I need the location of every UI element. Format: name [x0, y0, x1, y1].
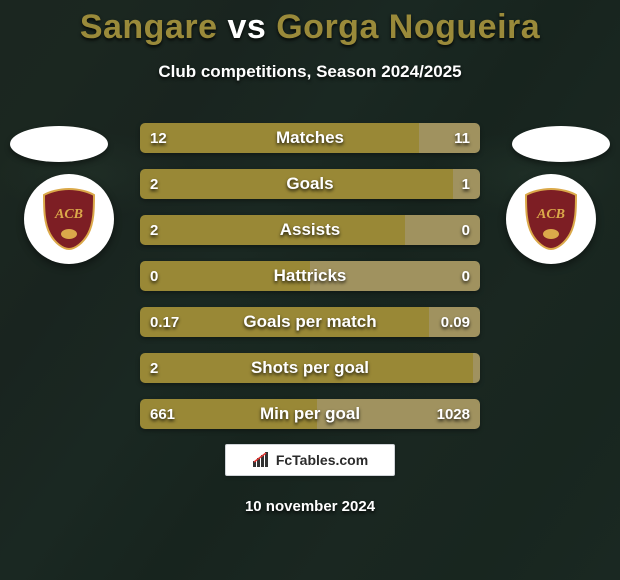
shield-ball [61, 229, 77, 239]
stat-row: Assists 2 0 [140, 215, 480, 245]
brand-badge[interactable]: FcTables.com [225, 444, 395, 476]
player2-ellipse [512, 126, 610, 162]
brand-text: FcTables.com [276, 452, 368, 468]
stat-value-left: 2 [140, 353, 168, 383]
stat-value-right: 0 [452, 261, 480, 291]
stat-row: Goals per match 0.17 0.09 [140, 307, 480, 337]
stat-row: Shots per goal 2 [140, 353, 480, 383]
shield-text: ACB [536, 207, 565, 222]
stat-label: Hattricks [274, 266, 347, 286]
stat-value-right: 1028 [427, 399, 480, 429]
stat-value-right: 0.09 [431, 307, 480, 337]
stat-value-left: 0.17 [140, 307, 189, 337]
stat-row: Goals 2 1 [140, 169, 480, 199]
stat-value-right: 0 [452, 215, 480, 245]
stat-value-left: 0 [140, 261, 168, 291]
stat-row: Matches 12 11 [140, 123, 480, 153]
player2-name: Gorga Nogueira [276, 8, 540, 46]
stat-label: Goals per match [243, 312, 376, 332]
stat-label: Matches [276, 128, 344, 148]
player1-club-badge: ACB [24, 174, 114, 264]
stat-label: Assists [280, 220, 340, 240]
stat-value-left: 12 [140, 123, 177, 153]
stat-label: Goals [286, 174, 333, 194]
stat-row: Hattricks 0 0 [140, 261, 480, 291]
subtitle: Club competitions, Season 2024/2025 [0, 62, 620, 82]
date-text: 10 november 2024 [0, 498, 620, 515]
stat-value-left: 2 [140, 169, 168, 199]
stat-label: Min per goal [260, 404, 360, 424]
stat-value-left: 661 [140, 399, 185, 429]
stat-value-right [460, 353, 480, 383]
stat-value-right: 11 [444, 123, 480, 153]
shield-icon: ACB [524, 188, 578, 250]
comparison-title: Sangare vs Gorga Nogueira [0, 8, 620, 47]
stat-row: Min per goal 661 1028 [140, 399, 480, 429]
player2-club-badge: ACB [506, 174, 596, 264]
stat-value-right: 1 [452, 169, 480, 199]
stat-bars: Matches 12 11 Goals 2 1 Assists 2 0 Hattricks 0 0 Go… [140, 123, 480, 445]
shield-icon: ACB [42, 188, 96, 250]
chart-icon [252, 452, 270, 468]
shield-ball [543, 229, 559, 239]
shield-text: ACB [54, 207, 83, 222]
player1-ellipse [10, 126, 108, 162]
vs-word: vs [227, 8, 266, 46]
stat-label: Shots per goal [251, 358, 369, 378]
stat-value-left: 2 [140, 215, 168, 245]
content: Sangare vs Gorga Nogueira Club competiti… [0, 0, 620, 580]
player1-name: Sangare [80, 8, 218, 46]
